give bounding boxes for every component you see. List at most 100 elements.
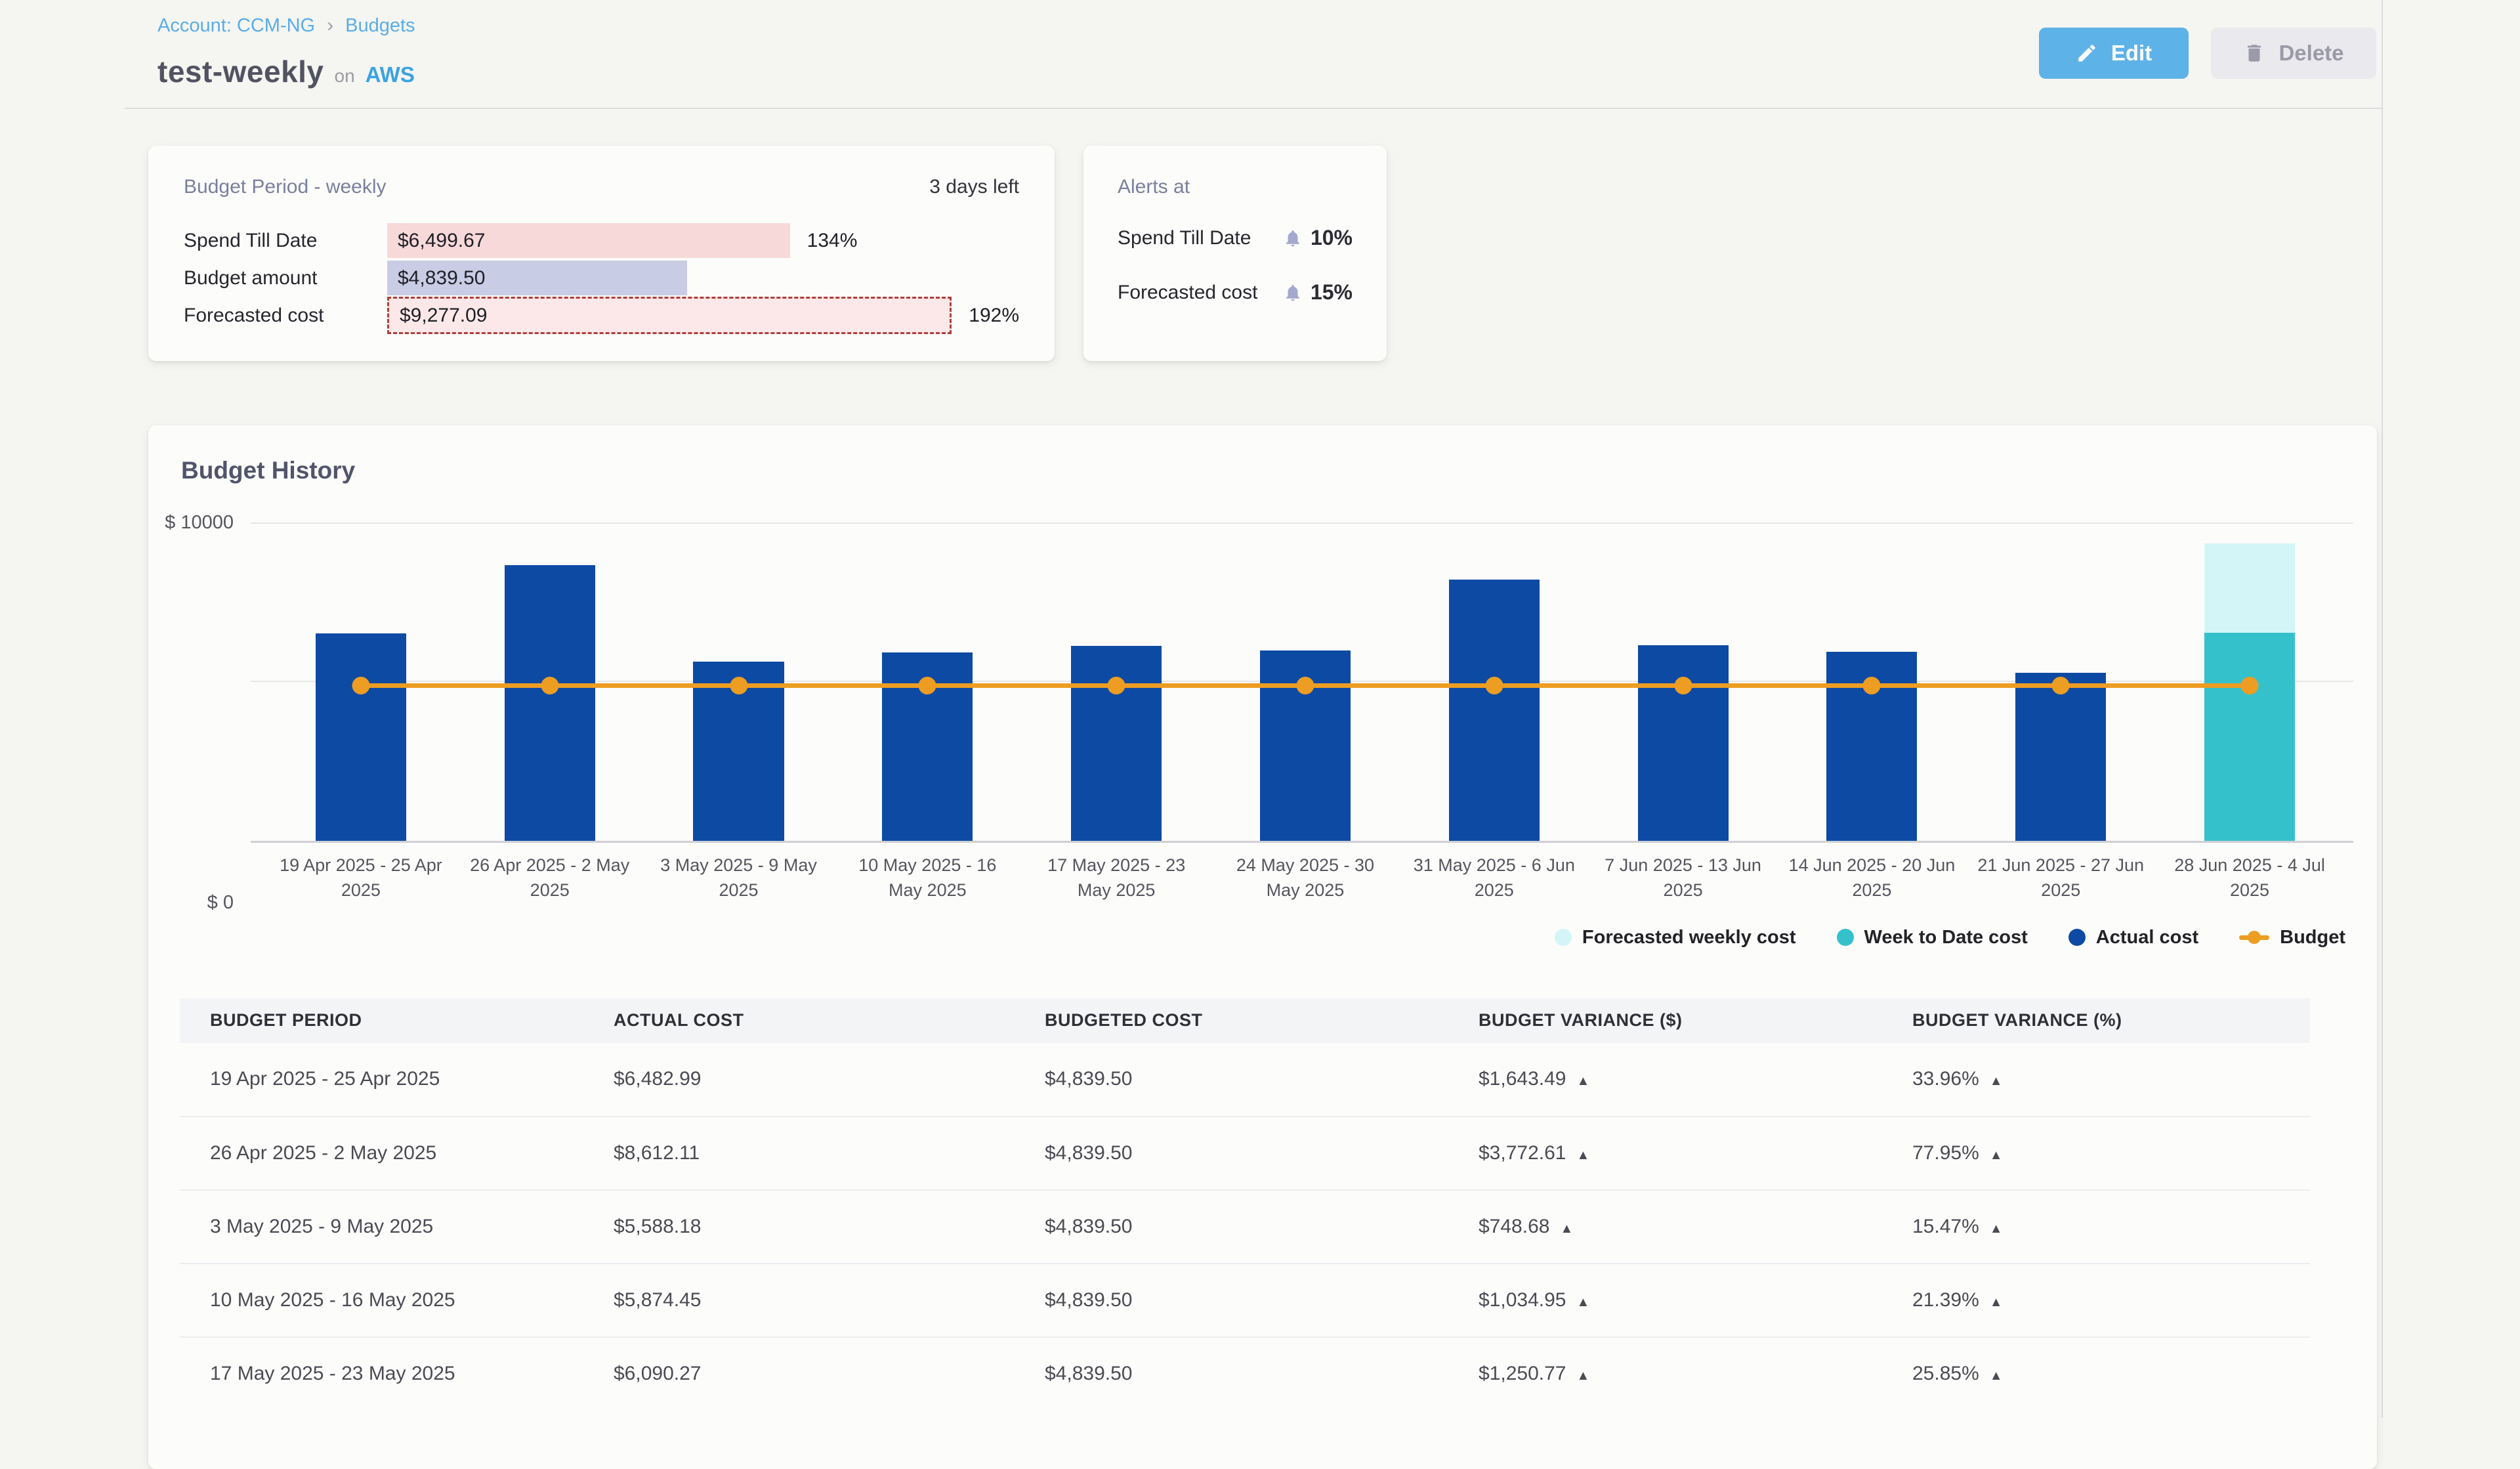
bell-icon	[1283, 283, 1303, 303]
chart-slot[interactable]	[1966, 522, 2155, 841]
legend-swatch-icon	[1555, 929, 1572, 946]
actual-cost-bar[interactable]	[1071, 646, 1162, 841]
cell-budget-period: 3 May 2025 - 9 May 2025	[180, 1190, 614, 1264]
cell-actual-cost: $5,874.45	[614, 1264, 1045, 1337]
budget-history-table: BUDGET PERIODACTUAL COSTBUDGETED COSTBUD…	[180, 998, 2310, 1411]
table-column-header: BUDGETED COST	[1045, 998, 1479, 1043]
actual-cost-bar[interactable]	[505, 565, 595, 841]
chart-slot[interactable]	[266, 522, 455, 841]
metric-label: Forecasted cost	[184, 297, 387, 334]
budget-period-title: Budget Period - weekly	[184, 176, 387, 198]
chart-y-axis: $ 10000 $ 0	[165, 522, 251, 903]
actual-cost-bar[interactable]	[2015, 673, 2106, 841]
budget-history-title: Budget History	[181, 457, 2377, 484]
alert-rows: Spend Till Date10%Forecasted cost15%	[1118, 226, 1353, 305]
budget-period-row: Spend Till Date$6,499.67134%	[184, 222, 1019, 259]
actual-cost-bar[interactable]	[1638, 645, 1729, 841]
cell-actual-cost: $6,482.99	[614, 1043, 1045, 1117]
cell-budget-variance-pct: 25.85%▲	[1912, 1337, 2310, 1411]
metric-label: Budget amount	[184, 259, 387, 297]
edit-button[interactable]: Edit	[2039, 28, 2189, 79]
cell-budgeted-cost: $4,839.50	[1045, 1337, 1479, 1411]
cell-budget-variance-usd: $1,250.77▲	[1479, 1337, 1912, 1411]
alert-row: Spend Till Date10%	[1118, 226, 1353, 250]
title-connector: on	[335, 66, 355, 87]
page-header: Account: CCM-NG › Budgets test-weekly on…	[125, 0, 2382, 109]
cell-actual-cost: $8,612.11	[614, 1117, 1045, 1190]
cell-actual-cost: $6,090.27	[614, 1337, 1045, 1411]
actual-cost-bar[interactable]	[316, 633, 406, 841]
chart-slot[interactable]	[1211, 522, 1400, 841]
cell-budgeted-cost: $4,839.50	[1045, 1117, 1479, 1190]
table-row: 3 May 2025 - 9 May 2025$5,588.18$4,839.5…	[180, 1190, 2310, 1264]
budget-period-card-head: Budget Period - weekly 3 days left	[184, 176, 1019, 198]
x-axis-label: 17 May 2025 - 23 May 2025	[1022, 853, 1211, 903]
chart-slot[interactable]	[1400, 522, 1589, 841]
breadcrumb-separator-icon: ›	[327, 14, 333, 37]
table-header-row: BUDGET PERIODACTUAL COSTBUDGETED COSTBUD…	[180, 998, 2310, 1043]
pencil-icon	[2076, 42, 2098, 64]
budget-point-marker	[1296, 677, 1314, 694]
cell-budgeted-cost: $4,839.50	[1045, 1043, 1479, 1117]
legend-label: Forecasted weekly cost	[1582, 927, 1796, 948]
breadcrumb-account-link[interactable]: Account: CCM-NG	[158, 15, 315, 37]
days-left-label: 3 days left	[929, 176, 1019, 198]
variance-up-arrow-icon: ▲	[1990, 1295, 2003, 1309]
title-row: test-weekly on AWS	[158, 54, 415, 89]
variance-up-arrow-icon: ▲	[1990, 1074, 2003, 1088]
main-content: Budget Period - weekly 3 days left Spend…	[148, 110, 2377, 1469]
cell-budgeted-cost: $4,839.50	[1045, 1190, 1479, 1264]
cell-actual-cost: $5,588.18	[614, 1190, 1045, 1264]
x-axis-label: 7 Jun 2025 - 13 Jun 2025	[1589, 853, 1778, 903]
chart-slot[interactable]	[1778, 522, 1967, 841]
chart-slot[interactable]	[2155, 522, 2344, 841]
legend-item[interactable]: Budget	[2239, 927, 2345, 948]
budget-point-marker	[919, 677, 936, 694]
chart-plot-area	[251, 522, 2353, 843]
actual-cost-bar[interactable]	[1449, 580, 1540, 841]
week-to-date-cost-bar[interactable]	[2204, 633, 2295, 841]
alert-threshold-value: 15%	[1311, 280, 1353, 305]
table-column-header: BUDGET VARIANCE ($)	[1479, 998, 1912, 1043]
legend-label: Week to Date cost	[1864, 927, 2028, 948]
variance-up-arrow-icon: ▲	[1576, 1074, 1589, 1088]
cell-budget-period: 17 May 2025 - 23 May 2025	[180, 1337, 614, 1411]
budget-point-marker	[1674, 677, 1692, 694]
budget-point-marker	[541, 677, 558, 694]
cell-budget-variance-usd: $748.68▲	[1479, 1190, 1912, 1264]
cell-budget-period: 19 Apr 2025 - 25 Apr 2025	[180, 1043, 614, 1117]
header-actions: Edit Delete	[2039, 28, 2376, 79]
breadcrumb-budgets-link[interactable]: Budgets	[345, 15, 415, 37]
chart-slot[interactable]	[833, 522, 1022, 841]
x-axis-label: 14 Jun 2025 - 20 Jun 2025	[1778, 853, 1967, 903]
legend-item[interactable]: Forecasted weekly cost	[1555, 927, 1796, 948]
legend-item[interactable]: Week to Date cost	[1837, 927, 2028, 948]
forecast-bar: $9,277.09	[387, 297, 952, 334]
chart-slot[interactable]	[644, 522, 833, 841]
chart-slot[interactable]	[1022, 522, 1211, 841]
legend-item[interactable]: Actual cost	[2068, 927, 2198, 948]
x-axis-label: 31 May 2025 - 6 Jun 2025	[1400, 853, 1589, 903]
x-axis-label: 24 May 2025 - 30 May 2025	[1211, 853, 1400, 903]
delete-button[interactable]: Delete	[2211, 28, 2376, 79]
chart-x-axis-labels: 19 Apr 2025 - 25 Apr 202526 Apr 2025 - 2…	[266, 853, 2344, 903]
alerts-title: Alerts at	[1118, 176, 1190, 198]
metric-percent: 134%	[807, 230, 858, 252]
chart-slot[interactable]	[455, 522, 644, 841]
budget-period-rows: Spend Till Date$6,499.67134%Budget amoun…	[184, 222, 1019, 334]
variance-up-arrow-icon: ▲	[1990, 1222, 2003, 1236]
metric-amount: $9,277.09	[389, 305, 487, 327]
chart-slot[interactable]	[1589, 522, 1778, 841]
cell-budget-period: 26 Apr 2025 - 2 May 2025	[180, 1117, 614, 1190]
budget-point-marker	[2241, 677, 2259, 694]
metric-label: Spend Till Date	[184, 222, 387, 259]
metric-bar-area: $4,839.50	[387, 259, 1019, 297]
budget-point-marker	[730, 677, 747, 694]
variance-up-arrow-icon: ▲	[1576, 1369, 1589, 1383]
bell-icon	[1283, 228, 1303, 248]
budget-point-marker	[2052, 677, 2070, 694]
legend-swatch-icon	[2239, 935, 2269, 940]
chart-main: 19 Apr 2025 - 25 Apr 202526 Apr 2025 - 2…	[251, 522, 2353, 903]
table-row: 26 Apr 2025 - 2 May 2025$8,612.11$4,839.…	[180, 1117, 2310, 1190]
x-axis-label: 10 May 2025 - 16 May 2025	[833, 853, 1022, 903]
